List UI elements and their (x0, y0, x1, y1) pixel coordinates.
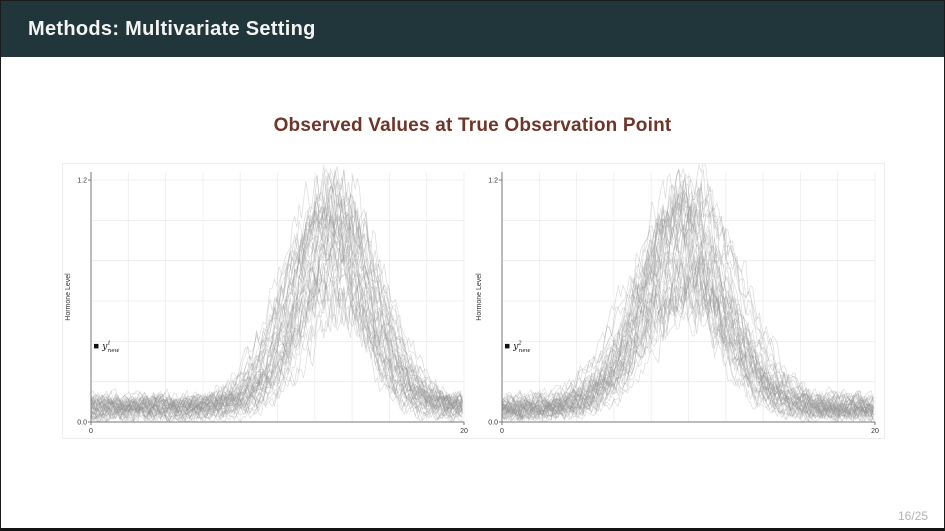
slide-title: Methods: Multivariate Setting (28, 17, 316, 40)
svg-text:20: 20 (460, 428, 468, 435)
svg-text:Hormone Level: Hormone Level (65, 273, 72, 321)
page-number: 16/25 (897, 509, 928, 523)
svg-text:Hormone Level: Hormone Level (476, 273, 483, 321)
svg-text:1.2: 1.2 (488, 178, 498, 185)
slide-header-bar: Methods: Multivariate Setting (1, 1, 944, 57)
figure: 0.0 1.2 0 20 Hormone Level y1 new 0.0 1.2 0 20 Hor… (62, 163, 885, 439)
figure-title: Observed Values at True Observation Poin… (273, 115, 672, 136)
hormone-plot-2: 0.0 1.2 0 20 Hormone Level y2 new (476, 164, 879, 435)
svg-text:0: 0 (89, 428, 93, 435)
svg-text:1.2: 1.2 (77, 178, 87, 185)
svg-text:0: 0 (500, 428, 504, 435)
hormone-plot-1: 0.0 1.2 0 20 Hormone Level y1 new (65, 164, 468, 435)
svg-text:0.0: 0.0 (488, 420, 498, 427)
svg-text:0.0: 0.0 (77, 420, 87, 427)
svg-text:20: 20 (871, 428, 879, 435)
